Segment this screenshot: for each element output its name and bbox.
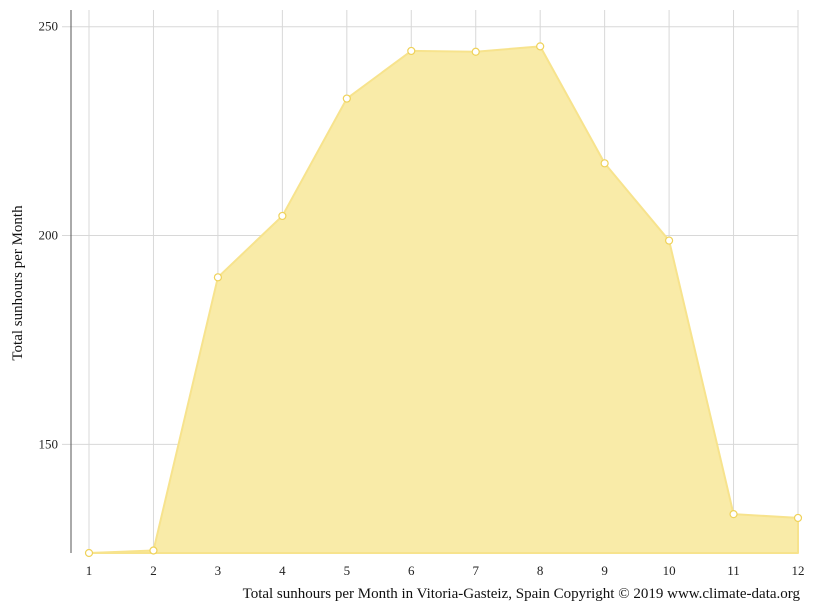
data-points <box>84 42 803 558</box>
data-point-3 <box>213 273 223 282</box>
x-tick-label-5: 5 <box>344 563 351 578</box>
data-point-11 <box>729 510 738 519</box>
data-point-7 <box>471 47 480 56</box>
data-point-10 <box>664 236 674 245</box>
x-tick-labels: 1 2 3 4 5 6 7 8 9 10 11 12 <box>86 563 805 578</box>
data-point-12 <box>793 513 803 523</box>
y-tick-labels: 150 200 250 <box>39 19 59 452</box>
y-axis-title: Total sunhours per Month <box>10 205 26 361</box>
x-tick-label-7: 7 <box>472 563 479 578</box>
chart-caption: Total sunhours per Month in Vitoria-Gast… <box>243 586 801 602</box>
x-tick-label-9: 9 <box>601 563 608 578</box>
data-point-1 <box>84 548 94 558</box>
x-tick-label-8: 8 <box>537 563 544 578</box>
y-tick-label-250: 250 <box>39 19 59 34</box>
data-point-9 <box>600 159 609 168</box>
data-point-8 <box>536 42 545 51</box>
data-point-4 <box>278 211 287 221</box>
y-tick-label-200: 200 <box>39 228 59 243</box>
sunhours-area <box>88 45 799 554</box>
data-point-5 <box>342 94 351 103</box>
data-point-2 <box>149 546 158 555</box>
x-tick-label-4: 4 <box>279 563 286 578</box>
data-point-6 <box>407 46 416 56</box>
x-tick-label-6: 6 <box>408 563 415 578</box>
y-tick-label-150: 150 <box>39 436 59 451</box>
x-tick-label-10: 10 <box>663 563 676 578</box>
x-tick-label-2: 2 <box>150 563 157 578</box>
x-tick-label-1: 1 <box>86 563 93 578</box>
x-tick-label-3: 3 <box>215 563 222 578</box>
x-tick-label-11: 11 <box>727 563 740 578</box>
x-tick-label-12: 12 <box>792 563 805 578</box>
